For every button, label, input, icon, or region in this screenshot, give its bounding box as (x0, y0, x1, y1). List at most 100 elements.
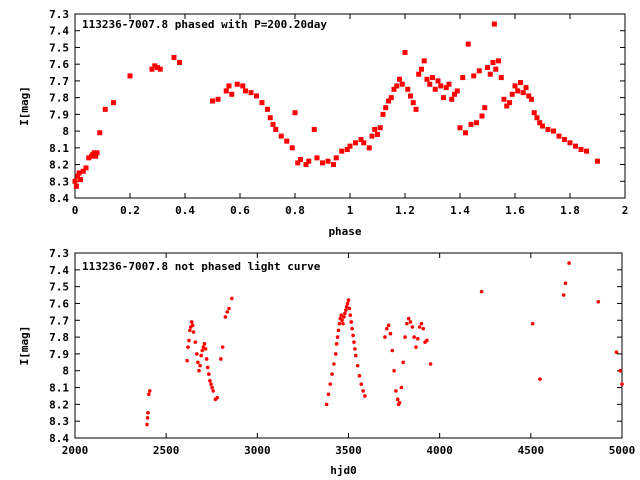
data-point (416, 71, 422, 77)
data-point (147, 392, 151, 397)
data-point (551, 128, 556, 134)
data-point (529, 96, 534, 102)
data-point (383, 105, 389, 111)
data-point (410, 100, 416, 106)
data-point (185, 358, 189, 363)
data-point (567, 261, 571, 265)
data-point (325, 158, 331, 164)
data-point (147, 389, 152, 393)
data-point (567, 140, 573, 146)
data-point (339, 148, 345, 154)
data-point (343, 311, 347, 316)
data-point (254, 93, 259, 99)
data-point (208, 379, 212, 383)
data-point (441, 95, 446, 101)
data-point (332, 362, 336, 366)
data-point (328, 382, 333, 386)
data-point (405, 321, 409, 326)
data-point (83, 165, 89, 171)
data-point (562, 136, 567, 142)
data-point (359, 382, 364, 386)
data-point (384, 326, 389, 331)
data-point (507, 100, 512, 106)
data-point (614, 350, 619, 355)
data-point (152, 63, 158, 69)
data-point (361, 389, 365, 393)
data-point (347, 306, 352, 311)
y-tick-label: 8.1 (49, 382, 69, 395)
data-point (352, 340, 356, 344)
x-tick-label: 2 (622, 204, 629, 217)
data-point (311, 126, 317, 132)
data-point (468, 121, 474, 127)
data-point (298, 157, 303, 163)
data-point (226, 83, 232, 89)
data-point (410, 325, 415, 329)
data-point (204, 357, 209, 361)
data-point (620, 382, 624, 386)
data-point (408, 93, 413, 99)
data-point (530, 321, 535, 326)
data-point (349, 320, 354, 324)
data-point (457, 125, 463, 131)
data-point (474, 120, 479, 126)
data-point (358, 136, 364, 142)
data-point (392, 368, 396, 373)
data-point (397, 76, 402, 82)
data-point (333, 352, 338, 356)
x-tick-label: 0.4 (175, 204, 195, 217)
data-point (346, 298, 351, 302)
data-point (343, 308, 348, 312)
data-point (596, 299, 601, 304)
data-point (482, 105, 488, 111)
data-point (197, 368, 201, 373)
data-point (485, 65, 490, 71)
data-point (452, 91, 457, 97)
data-point (78, 177, 83, 183)
data-point (578, 146, 584, 152)
data-point (545, 126, 551, 132)
y-tick-label: 8.4 (49, 432, 69, 445)
x-tick-label: 5000 (609, 444, 636, 457)
data-point (86, 155, 92, 161)
data-point (234, 81, 240, 87)
data-point (341, 321, 345, 326)
data-point (202, 342, 207, 346)
data-point (399, 385, 404, 390)
data-point (386, 98, 391, 104)
data-point (540, 123, 545, 129)
x-tick-label: 2000 (62, 444, 89, 457)
data-point (425, 338, 429, 343)
data-point (556, 133, 562, 139)
data-point (344, 305, 349, 309)
y-tick-label: 8.3 (49, 415, 69, 428)
data-point (402, 49, 408, 55)
data-point (207, 372, 211, 376)
x-tick-label: 3500 (335, 444, 362, 457)
data-point (190, 323, 195, 328)
data-point (243, 88, 248, 94)
data-point (80, 168, 86, 174)
data-point (509, 91, 515, 97)
data-point (187, 338, 191, 343)
data-point (526, 93, 532, 99)
unphased-light-curve-panel: 2000 2500 3000 3500 4000 4500 5000 7.3 7.4 7.5 7.6… (18, 247, 635, 477)
data-point (215, 395, 220, 400)
data-point (330, 372, 334, 376)
y-tick-label: 8 (62, 125, 69, 138)
data-point (347, 143, 353, 149)
y-tick-label: 7.7 (49, 75, 69, 88)
y-tick-label: 8.2 (49, 398, 69, 411)
data-point (618, 368, 622, 373)
data-point (487, 71, 493, 77)
data-point (220, 345, 225, 349)
x-axis-label: hjd0 (330, 464, 357, 477)
y-tick-label: 7.8 (49, 331, 69, 344)
y-axis-label: I[mag] (18, 86, 31, 126)
data-point (501, 96, 507, 102)
data-point (278, 133, 284, 139)
data-point (534, 115, 540, 121)
x-tick-label: 0.6 (230, 204, 250, 217)
data-point (270, 121, 276, 127)
x-tick-label: 4000 (426, 444, 453, 457)
